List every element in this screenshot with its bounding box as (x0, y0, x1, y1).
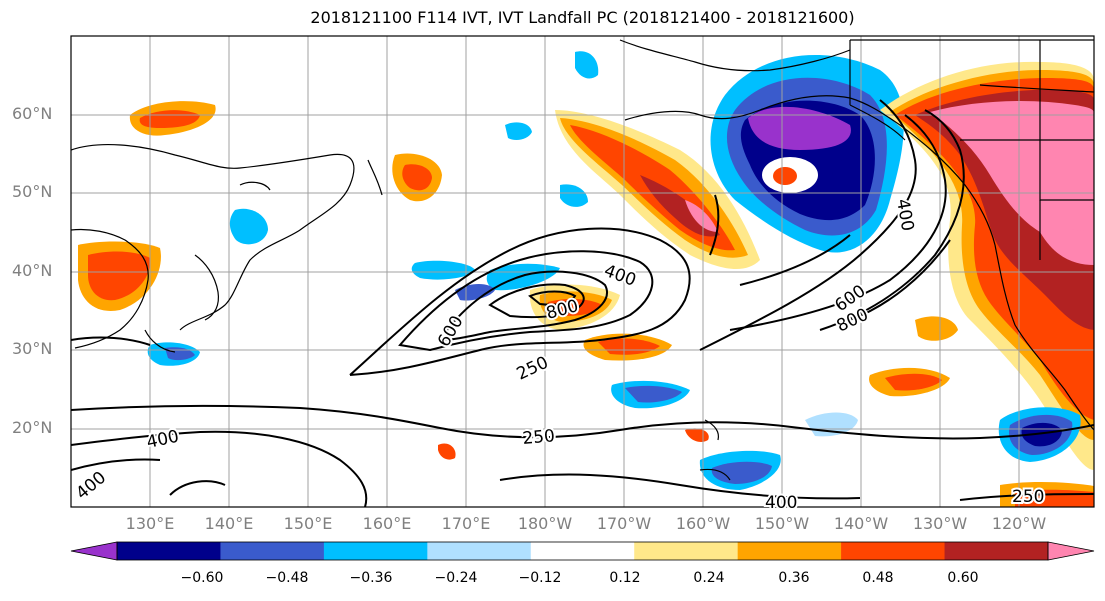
colorbar-segment (220, 542, 325, 560)
lon-label-150w: 150°W (754, 514, 810, 533)
contour-label: 250 (514, 353, 552, 385)
lat-label-30n: 30°N (12, 339, 53, 358)
lon-label-180w: 180°W (517, 514, 573, 533)
ivt-contours (71, 99, 1094, 507)
colorbar-tick: −0.24 (434, 570, 478, 586)
lon-label-140e: 140°E (204, 514, 254, 533)
lat-label-40n: 40°N (12, 261, 53, 280)
contour-label: 400 (72, 468, 110, 504)
lon-label-120w: 120°W (991, 514, 1047, 533)
contour-label: 400 (765, 493, 797, 513)
coastlines (71, 39, 1094, 481)
colorbar-min-arrow (70, 541, 118, 561)
lat-label-50n: 50°N (12, 182, 53, 201)
colorbar-segment (737, 542, 842, 560)
colorbar-tick: 0.12 (609, 570, 641, 586)
colorbar-segment (944, 542, 1049, 560)
lon-label-160w: 160°W (675, 514, 731, 533)
lon-label-150e: 150°E (283, 514, 333, 533)
contour-labels: 400 600 800 250 400 600 800 400 250 400 … (70, 195, 1046, 515)
contour-label: 250 (522, 426, 556, 449)
lon-label-160e: 160°E (362, 514, 412, 533)
lon-label-170w: 170°W (596, 514, 652, 533)
lon-label-140w: 140°W (833, 514, 889, 533)
contour-label: 400 (601, 261, 638, 291)
contour-label: 250 (1012, 487, 1044, 507)
lon-label-130e: 130°E (125, 514, 175, 533)
lat-label-20n: 20°N (12, 418, 53, 437)
colorbar-max-arrow (1047, 541, 1095, 561)
colorbar-segment (530, 542, 635, 560)
colorbar-segment (323, 542, 428, 560)
colorbar-segment (117, 542, 221, 560)
colorbar-tick: −0.36 (349, 570, 393, 586)
colorbar-tick: −0.12 (518, 570, 562, 586)
colorbar-tick: 0.60 (947, 570, 979, 586)
colorbar-tick: 0.48 (862, 570, 894, 586)
lat-lon-gridlines (71, 36, 1094, 507)
contour-label: 600 (434, 312, 468, 350)
lon-label-130w: 130°W (912, 514, 968, 533)
lat-label-60n: 60°N (12, 104, 53, 123)
colorbar-tick: −0.48 (265, 570, 309, 586)
colorbar-tick: −0.60 (180, 570, 224, 586)
colorbar-tick: 0.24 (693, 570, 725, 586)
lon-label-170e: 170°E (441, 514, 491, 533)
colorbar (70, 541, 1095, 561)
colorbar-segment (841, 542, 946, 560)
ivt-shading (78, 51, 1094, 507)
map-frame (70, 35, 1095, 508)
colorbar-segment (427, 542, 532, 560)
colorbar-segment (634, 542, 739, 560)
colorbar-tick: 0.36 (778, 570, 810, 586)
contour-label: 400 (892, 197, 917, 232)
map-title: 2018121100 F114 IVT, IVT Landfall PC (20… (310, 8, 855, 27)
